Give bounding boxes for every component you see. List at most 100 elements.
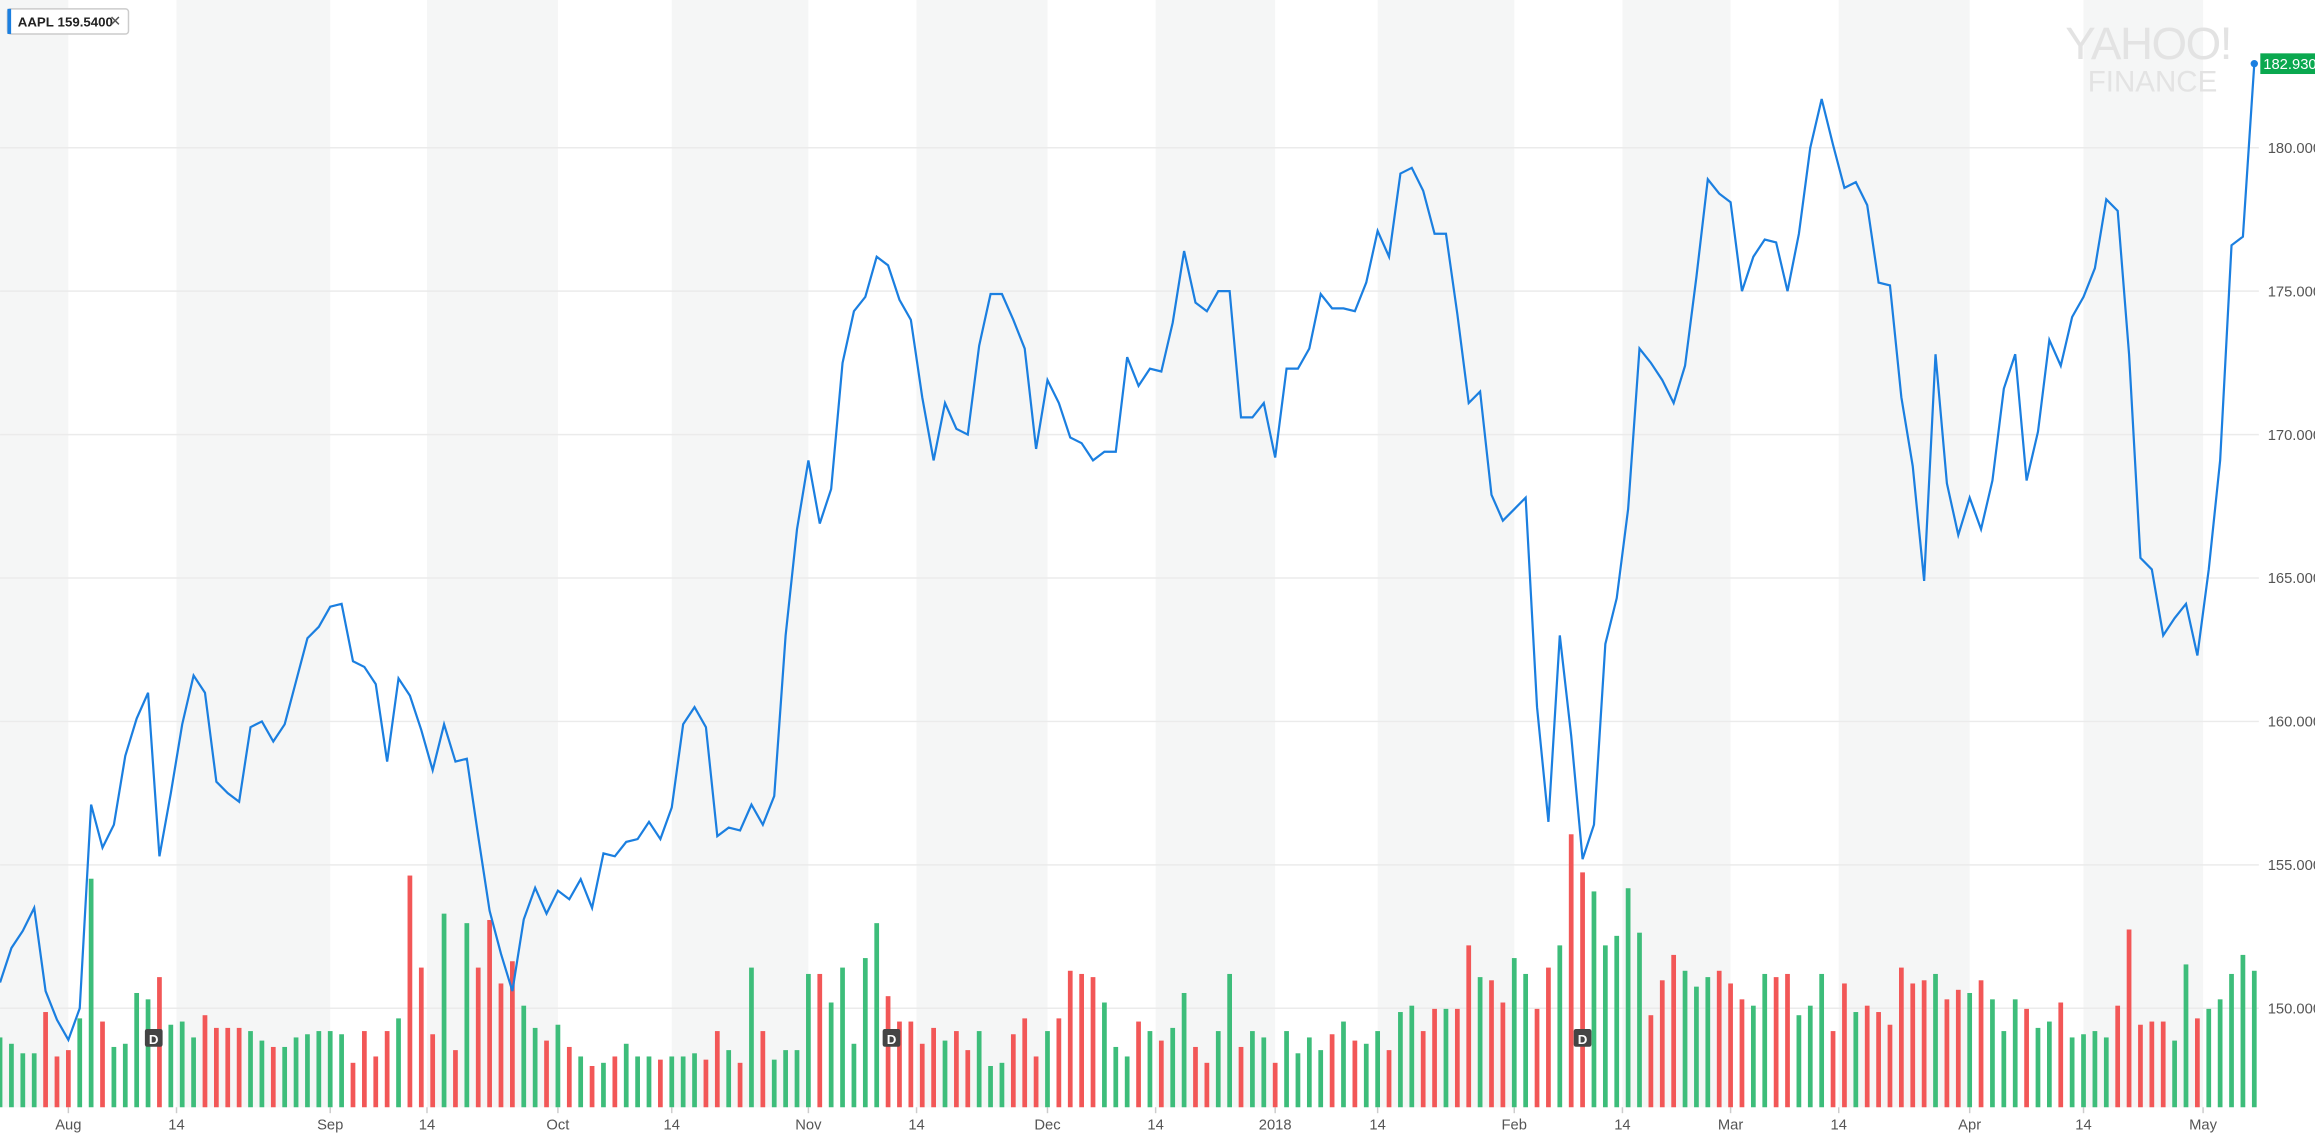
volume-bar xyxy=(908,1021,914,1108)
volume-bar xyxy=(1580,872,1585,1108)
period-band xyxy=(426,0,558,1108)
y-tick-label: 160.0000 xyxy=(2268,715,2315,731)
legend-swatch xyxy=(7,8,12,34)
volume-bar xyxy=(1796,1015,1802,1108)
volume-bar xyxy=(510,961,515,1108)
x-tick-label: 14 xyxy=(168,1117,184,1133)
last-value-label: 182.9300 xyxy=(2263,57,2315,73)
volume-bar xyxy=(1887,1024,1893,1108)
volume-bar xyxy=(1295,1053,1301,1108)
period-band xyxy=(916,0,1048,1108)
volume-bar xyxy=(1762,973,1768,1108)
volume-bar xyxy=(965,1050,971,1108)
volume-bar xyxy=(1375,1031,1381,1108)
volume-bar xyxy=(1523,973,1529,1108)
volume-bar xyxy=(0,1037,3,1108)
volume-bar xyxy=(1842,983,1847,1108)
volume-bar xyxy=(521,1005,527,1108)
volume-bar xyxy=(1420,1031,1426,1108)
volume-bar xyxy=(1739,999,1745,1108)
volume-bar xyxy=(270,1046,276,1108)
volume-bar xyxy=(897,1021,902,1108)
legend-name: AAPL xyxy=(18,15,54,30)
volume-bar xyxy=(1363,1043,1369,1108)
y-tick-label: 170.0000 xyxy=(2268,428,2315,444)
volume-bar xyxy=(828,1002,834,1108)
legend-label: AAPL 159.5400 xyxy=(18,15,113,30)
volume-bar xyxy=(1102,1002,1107,1108)
y-tick-label: 155.0000 xyxy=(2268,858,2315,874)
volume-bar xyxy=(1602,945,1608,1108)
volume-bar xyxy=(771,1059,777,1108)
volume-bar xyxy=(2138,1024,2143,1108)
volume-bar xyxy=(1750,1005,1756,1108)
x-tick-label: 14 xyxy=(664,1117,680,1133)
volume-bar xyxy=(658,1059,663,1108)
volume-bar xyxy=(339,1034,344,1108)
x-tick-label: 2018 xyxy=(1259,1117,1292,1133)
volume-bar xyxy=(65,1050,71,1108)
x-tick-label: Dec xyxy=(1034,1117,1060,1133)
volume-bar xyxy=(77,1018,83,1108)
volume-bar xyxy=(1511,958,1517,1108)
volume-bar xyxy=(1705,977,1711,1108)
volume-bar xyxy=(1124,1056,1130,1108)
volume-bar xyxy=(2126,929,2132,1108)
volume-bar xyxy=(350,1062,356,1108)
volume-bar xyxy=(1113,1046,1119,1108)
volume-bar xyxy=(248,1031,253,1108)
volume-bar xyxy=(749,967,754,1108)
last-point xyxy=(2250,59,2258,68)
volume-bar xyxy=(214,1027,219,1108)
volume-bar xyxy=(737,1062,743,1108)
volume-bar xyxy=(316,1031,322,1108)
period-band xyxy=(176,0,331,1108)
volume-bar xyxy=(1136,1021,1141,1108)
volume-bar xyxy=(1637,932,1642,1108)
volume-bar xyxy=(1967,992,1973,1108)
volume-bar xyxy=(418,967,424,1108)
volume-bar xyxy=(2081,1034,2086,1108)
volume-bar xyxy=(168,1024,174,1108)
volume-bar xyxy=(2115,1005,2121,1108)
volume-bar xyxy=(487,919,492,1108)
volume-bar xyxy=(931,1027,936,1108)
volume-bar xyxy=(2206,1008,2212,1108)
volume-bar xyxy=(942,1040,948,1108)
volume-bar xyxy=(692,1053,697,1108)
volume-bar xyxy=(1181,992,1187,1108)
volume-bar xyxy=(2012,999,2018,1108)
volume-bar xyxy=(2240,954,2246,1108)
volume-bar xyxy=(1079,973,1084,1108)
volume-bar xyxy=(1921,980,1927,1108)
volume-bar xyxy=(1944,999,1950,1108)
volume-bar xyxy=(885,996,891,1108)
volume-bar xyxy=(2217,999,2223,1108)
volume-bar xyxy=(1716,970,1722,1108)
volume-bar xyxy=(1546,967,1551,1108)
volume-bar xyxy=(1067,970,1073,1108)
volume-bar xyxy=(441,913,447,1108)
volume-bar xyxy=(1261,1037,1267,1108)
volume-bar xyxy=(179,1021,185,1108)
volume-bar xyxy=(1010,1034,1016,1108)
volume-bar xyxy=(1022,1018,1028,1108)
period-band xyxy=(0,0,69,1108)
volume-bar xyxy=(1557,945,1563,1108)
volume-bar xyxy=(373,1056,379,1108)
volume-bar xyxy=(122,1043,128,1108)
last-value-box xyxy=(2260,53,2315,75)
volume-bar xyxy=(191,1037,196,1108)
volume-bar xyxy=(1318,1050,1324,1108)
watermark: YAHOO! xyxy=(2065,18,2231,69)
x-tick-label: Aug xyxy=(55,1117,81,1133)
volume-bar xyxy=(2149,1021,2155,1108)
volume-bar xyxy=(2172,1040,2177,1108)
volume-bar xyxy=(1090,977,1096,1108)
event-label: D xyxy=(887,1032,897,1047)
legend-close[interactable] xyxy=(110,16,120,25)
volume-bar xyxy=(1807,1005,1813,1108)
x-tick-label: Feb xyxy=(1502,1117,1527,1133)
